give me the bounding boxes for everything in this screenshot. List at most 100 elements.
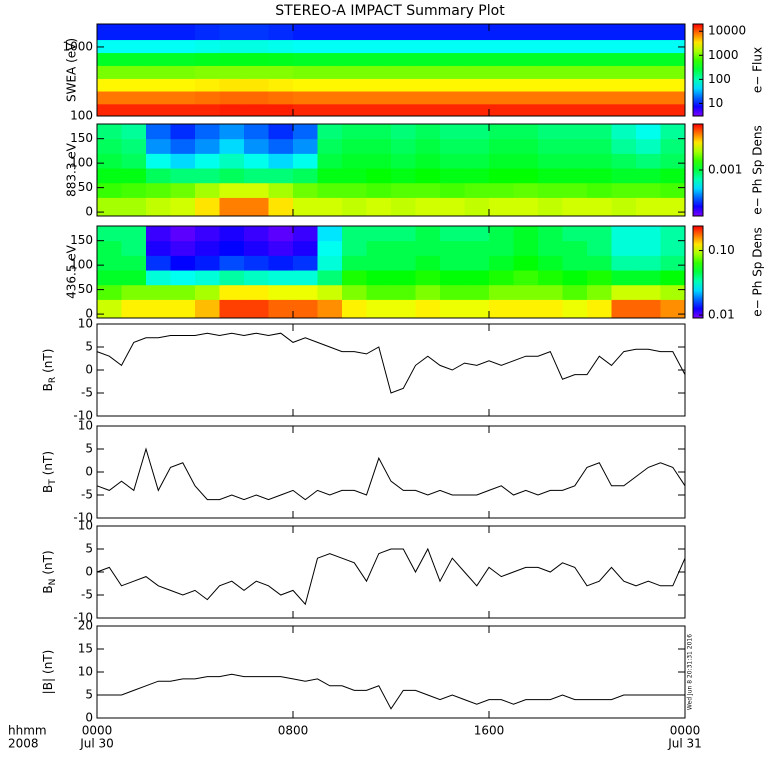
heatmap-cell — [464, 124, 490, 140]
heatmap-cell — [636, 255, 661, 271]
x-tick-label: 1600 — [474, 724, 505, 738]
heatmap-cell — [611, 91, 637, 105]
heatmap-cell — [366, 270, 392, 286]
heatmap-cell — [464, 226, 490, 242]
heatmap-cell — [97, 153, 122, 169]
heatmap-cell — [268, 24, 294, 41]
heatmap-cell — [562, 65, 588, 79]
heatmap-cell — [513, 168, 539, 184]
y-tick-label: 0 — [85, 565, 93, 579]
heatmap-cell — [513, 91, 539, 105]
heatmap-cell — [636, 78, 661, 92]
heatmap-cell — [611, 124, 637, 140]
heatmap-cell — [317, 52, 343, 66]
heatmap-cell — [219, 52, 245, 66]
heatmap-cell — [391, 153, 416, 169]
y-tick-label: 5 — [85, 442, 93, 456]
heatmap-cell — [244, 103, 269, 117]
heatmap-cell — [611, 284, 637, 300]
heatmap-cell — [513, 226, 539, 242]
y-tick-label: 0 — [85, 711, 93, 725]
heatmap-cell — [464, 270, 490, 286]
heatmap-cell — [97, 240, 122, 256]
heatmap-cell — [219, 240, 245, 256]
y-tick-label: 0 — [85, 205, 93, 219]
heatmap-cell — [268, 153, 294, 169]
heatmap-cell — [317, 39, 343, 54]
heatmap-cell — [366, 226, 392, 242]
heatmap-cell — [391, 197, 416, 217]
y-tick-label: 10 — [78, 317, 93, 331]
y-tick-label: 5 — [85, 340, 93, 354]
data-line — [96, 447, 686, 501]
heatmap-cell — [366, 124, 392, 140]
heatmap-cell — [293, 24, 318, 41]
y-label-subscript: R — [48, 377, 58, 383]
heatmap-cell — [391, 124, 416, 140]
heatmap-cell — [587, 39, 612, 54]
heatmap-cell — [513, 284, 539, 300]
heatmap-cell — [244, 52, 269, 66]
heatmap-cell — [660, 197, 686, 217]
heatmap-cell — [195, 91, 220, 105]
heatmap-cell — [342, 255, 367, 271]
heatmap-cell — [97, 197, 122, 217]
heatmap-cell — [170, 91, 196, 105]
heatmap-cell — [219, 78, 245, 92]
heatmap-cell — [366, 182, 392, 198]
y-label-unit: (nT) — [41, 550, 55, 574]
heatmap-cell — [244, 39, 269, 54]
colorbar-tick-label: 100 — [708, 72, 731, 86]
heatmap-cell — [268, 255, 294, 271]
heatmap-cell — [489, 284, 514, 300]
heatmap-cell — [489, 52, 514, 66]
heatmap-cell — [342, 270, 367, 286]
heatmap-cell — [244, 168, 269, 184]
heatmap-cell — [489, 124, 514, 140]
y-label-subscript: N — [48, 579, 58, 586]
heatmap-cell — [121, 240, 147, 256]
heatmap-cell — [587, 138, 612, 154]
heatmap-cell — [244, 270, 269, 286]
y-axis-label: BN (nT) — [41, 550, 58, 593]
heatmap-cell — [317, 255, 343, 271]
heatmap-cell — [170, 24, 196, 41]
heatmap-cell — [464, 153, 490, 169]
heatmap-cell — [611, 226, 637, 242]
heatmap-cell — [219, 255, 245, 271]
y-axis-label: 436.5 eV — [65, 244, 79, 299]
y-axis-label: BR (nT) — [41, 349, 58, 392]
heatmap-cell — [513, 124, 539, 140]
heatmap-cell — [464, 182, 490, 198]
heatmap-cell — [513, 39, 539, 54]
heatmap-cell — [440, 299, 465, 319]
heatmap-cell — [293, 65, 318, 79]
heatmap-cell — [195, 124, 220, 140]
heatmap-cell — [489, 270, 514, 286]
heatmap-cell — [195, 39, 220, 54]
heatmap-cell — [391, 91, 416, 105]
panel-frame — [96, 323, 686, 417]
colorbar — [692, 23, 704, 117]
heatmap-cell — [317, 91, 343, 105]
heatmap-cell — [489, 168, 514, 184]
heatmap-cell — [391, 103, 416, 117]
heatmap-cell — [464, 197, 490, 217]
heatmap-cell — [538, 103, 563, 117]
heatmap-cell — [538, 197, 563, 217]
heatmap-cell — [195, 284, 220, 300]
heatmap-cell — [342, 65, 367, 79]
heatmap-cell — [342, 138, 367, 154]
heatmap-cell — [195, 24, 220, 41]
heatmap-cell — [636, 91, 661, 105]
data-line — [96, 547, 686, 606]
heatmap-cell — [219, 153, 245, 169]
heatmap-cell — [342, 91, 367, 105]
heatmap-cell — [146, 138, 171, 154]
heatmap-cell — [611, 168, 637, 184]
heatmap-cell — [391, 39, 416, 54]
heatmap-cell — [244, 153, 269, 169]
heatmap-cell — [587, 124, 612, 140]
heatmap-cell — [440, 24, 465, 41]
y-tick-label: 100 — [70, 109, 93, 123]
